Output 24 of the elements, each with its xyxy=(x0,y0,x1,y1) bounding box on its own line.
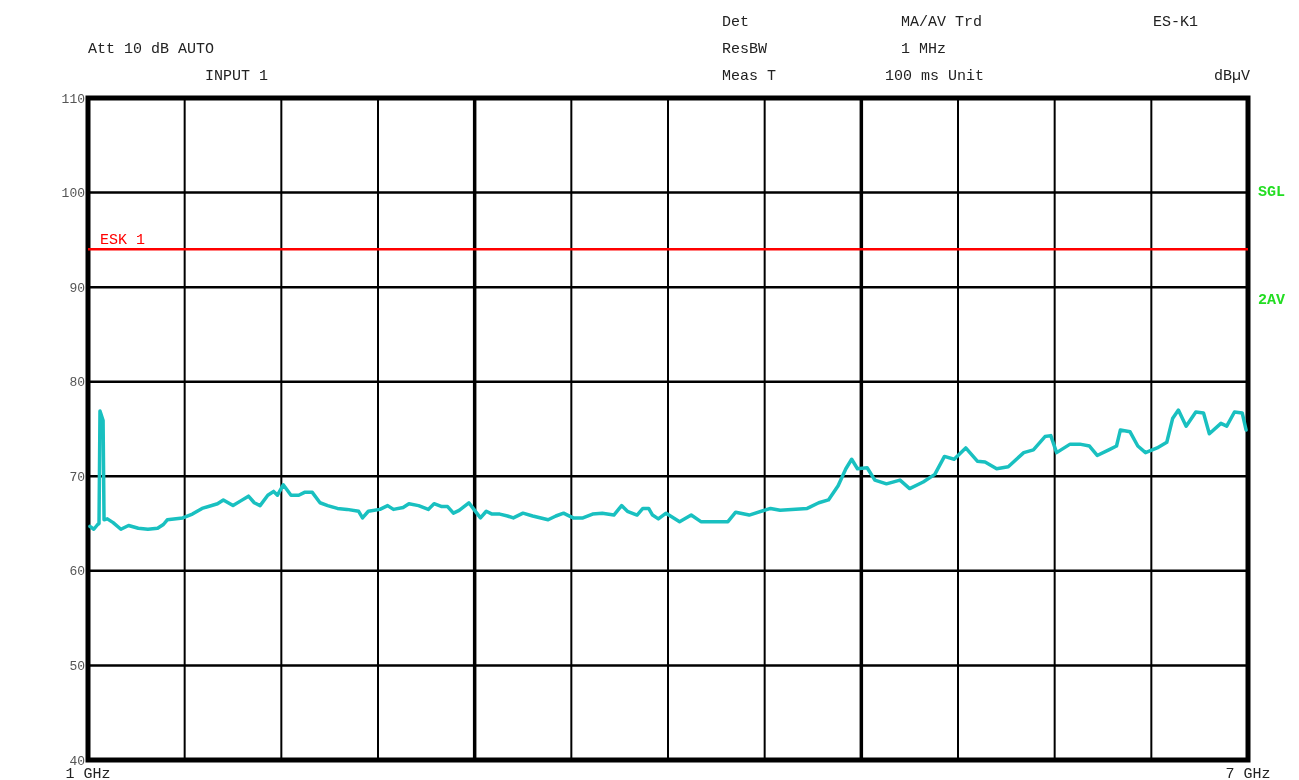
x-tick-label: 1 GHz xyxy=(65,766,111,780)
ref-line-label: ESK 1 xyxy=(100,232,146,250)
y-tick-label: 80 xyxy=(69,375,85,391)
text: MA/AV Trd xyxy=(901,14,983,31)
text: Det xyxy=(722,14,750,31)
y-tick-label: 50 xyxy=(69,658,85,674)
text: ES-K1 xyxy=(1153,14,1199,31)
y-tick-label: 70 xyxy=(69,469,85,485)
text: SGL xyxy=(1258,184,1286,201)
y-tick-label: 40 xyxy=(69,753,85,769)
text: ResBW xyxy=(722,41,768,58)
text: 100 ms Unit xyxy=(885,68,985,85)
y-tick-label: 100 xyxy=(61,186,85,202)
text: INPUT 1 xyxy=(205,68,269,85)
y-tick-label: 110 xyxy=(61,91,85,107)
line-series xyxy=(88,408,1248,531)
text: Meas T xyxy=(722,68,777,85)
text: Att 10 dB AUTO xyxy=(88,41,215,58)
y-tick-label: 90 xyxy=(69,280,85,296)
text: 1 MHz xyxy=(901,41,947,58)
y-axis-title: dBµV xyxy=(1213,68,1250,85)
text: 2AV xyxy=(1258,292,1286,309)
y-tick-label: 60 xyxy=(69,564,85,580)
x-tick-label: 7 GHz xyxy=(1225,766,1271,780)
